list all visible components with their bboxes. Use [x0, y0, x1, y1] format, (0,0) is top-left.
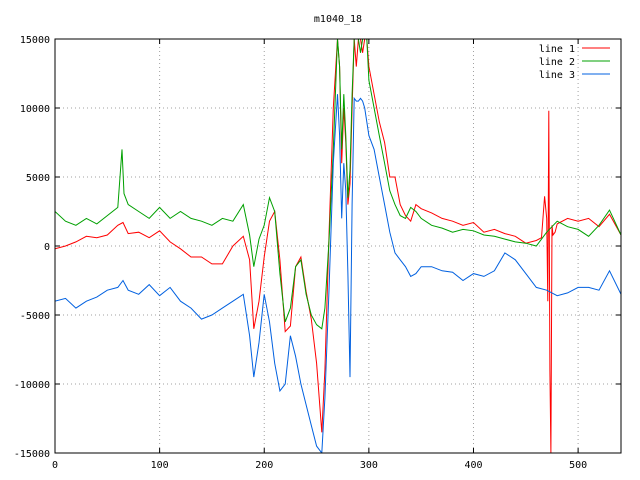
y-tick-label: 15000: [20, 35, 50, 46]
series-lines: [55, 39, 621, 453]
y-tick-label: -5000: [20, 311, 50, 322]
x-tick-label: 300: [360, 460, 378, 471]
y-tick-label: -10000: [14, 380, 50, 391]
x-tick-label: 400: [464, 460, 482, 471]
legend-label: line 1: [539, 44, 575, 55]
x-tick-label: 0: [52, 460, 58, 471]
grid-lines: [55, 39, 621, 453]
y-tick-label: 10000: [20, 104, 50, 115]
y-tick-label: 0: [44, 242, 50, 253]
legend: line 1 line 2 line 3: [539, 44, 610, 81]
chart-title: m1040_18: [314, 14, 362, 25]
legend-label: line 2: [539, 57, 575, 68]
plot-frame: [54, 38, 622, 454]
series-line-3: [55, 94, 621, 453]
x-tick-label: 500: [569, 460, 587, 471]
x-tick-label: 100: [151, 460, 169, 471]
y-tick-label: -15000: [14, 449, 50, 460]
axis-ticks: 0 100 200 300 400 500 -15000 -10000 -5000 0 5000 10…: [14, 35, 621, 471]
series-line-2: [55, 39, 621, 330]
legend-label: line 3: [539, 70, 575, 81]
y-tick-label: 5000: [26, 173, 50, 184]
x-tick-label: 200: [255, 460, 273, 471]
